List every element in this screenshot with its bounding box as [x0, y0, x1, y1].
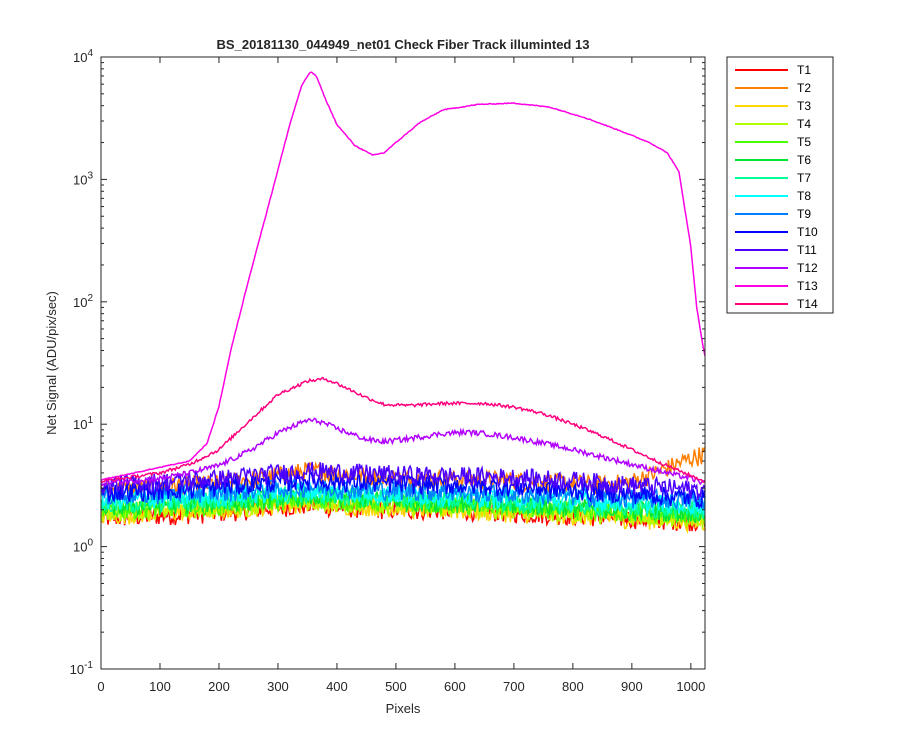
legend-label-t2: T2 [797, 81, 811, 95]
x-tick-label: 400 [326, 679, 348, 694]
y-ticks: 10-1 100 101 102 103 104 [70, 48, 705, 677]
x-tick-label: 200 [208, 679, 230, 694]
legend-label-t3: T3 [797, 99, 811, 113]
y-tick-label: 101 [73, 415, 93, 432]
legend-label-t5: T5 [797, 135, 811, 149]
plot-area [101, 57, 705, 669]
legend-label-t10: T10 [797, 225, 818, 239]
series-line-t13 [100, 71, 706, 481]
x-tick-label: 100 [149, 679, 171, 694]
y-tick-label: 103 [73, 170, 93, 187]
legend-label-t7: T7 [797, 171, 811, 185]
x-tick-label: 600 [444, 679, 466, 694]
y-axis-label: Net Signal (ADU/pix/sec) [44, 291, 59, 435]
legend-box [726, 56, 834, 314]
legend-label-t13: T13 [797, 279, 818, 293]
legend-label-t1: T1 [797, 63, 811, 77]
series-layer [100, 71, 706, 535]
x-tick-label: 300 [267, 679, 289, 694]
axes-box [100, 56, 706, 670]
y-tick-label: 104 [73, 48, 93, 65]
x-tick-label: 900 [621, 679, 643, 694]
legend-label-t14: T14 [797, 297, 818, 311]
legend-label-t8: T8 [797, 189, 811, 203]
x-axis-label: Pixels [386, 701, 421, 716]
x-tick-label: 700 [503, 679, 525, 694]
series-line-t14 [100, 376, 706, 484]
legend-label-t12: T12 [797, 261, 818, 275]
x-ticks: 0 100 200 300 400 500 600 700 800 900 1000 [97, 57, 705, 694]
series-line-t11 [100, 461, 706, 501]
legend-label-t6: T6 [797, 153, 811, 167]
legend-label-t11: T11 [797, 243, 817, 257]
x-tick-label: 800 [562, 679, 584, 694]
legend-label-t9: T9 [797, 207, 811, 221]
x-tick-label: 1000 [676, 679, 705, 694]
y-tick-label: 10-1 [70, 660, 94, 677]
x-tick-label: 500 [385, 679, 407, 694]
y-tick-label: 102 [73, 293, 93, 310]
legend: T1 T2 T3 T4 T5 T6 T7 T8 T9 T10 T11 T12 T13 T14 [726, 56, 834, 314]
chart-title: BS_20181130_044949_net01 Check Fiber Tra… [217, 37, 590, 52]
series-line-t12 [100, 417, 706, 488]
legend-label-t4: T4 [797, 117, 811, 131]
y-tick-label: 100 [73, 538, 93, 555]
x-tick-label: 0 [97, 679, 104, 694]
